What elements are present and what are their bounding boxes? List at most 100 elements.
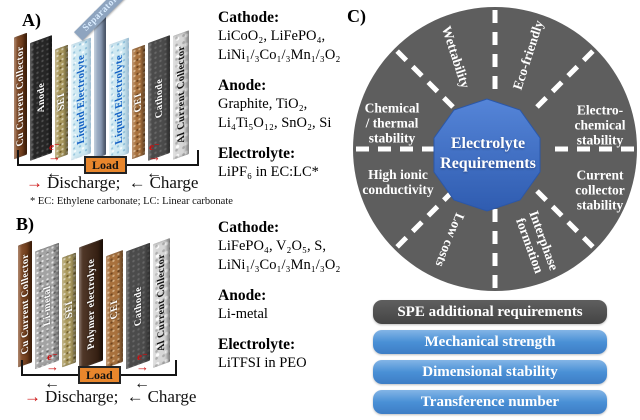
sector-high-ionic-conductivity: High ionic conductivity <box>362 167 433 197</box>
discharge-label: Discharge; <box>47 173 121 192</box>
layer-label: Liquid Electrolyte <box>113 52 125 146</box>
electron-icon: e⁻ <box>47 351 58 363</box>
sector-line: chemical <box>574 117 626 133</box>
charge-label: Charge <box>149 173 199 192</box>
wire-left-a <box>17 150 19 166</box>
battery-stack-a: Cu Current Collector Anode SEI Liquid El… <box>14 0 204 162</box>
panel-b-label: B) <box>16 214 34 234</box>
bar-dimensional-stability: Dimensional stability <box>373 360 607 384</box>
legend-b: → Discharge; ← Charge <box>24 387 200 407</box>
electron-flow-right-b: e⁻ → <box>136 351 149 374</box>
layer-label: Anode <box>35 81 47 115</box>
center-polygon <box>433 98 541 212</box>
wheel-divider-ne <box>535 48 596 109</box>
layer-label: Li-metal <box>41 284 53 328</box>
legend-a: → Discharge; ← Charge <box>26 173 202 193</box>
layer-polymer-electrolyte: Polymer electrolyte <box>79 238 103 370</box>
layer-cu-current-collector: Cu Current Collector <box>14 32 27 160</box>
center-line: Requirements <box>440 155 536 172</box>
layer-sei: SEI <box>62 252 76 368</box>
anode-heading: Anode: <box>218 77 267 94</box>
sector-line: stability <box>368 130 416 146</box>
cathode-heading: Cathode: <box>218 219 280 236</box>
panel-c-label: C) <box>347 6 366 26</box>
charge-arrow-icon: ← <box>126 387 144 406</box>
bar-mechanical-strength: Mechanical strength <box>373 330 607 354</box>
wheel-divider-se <box>535 189 596 250</box>
layer-liquid-electrolyte-left: Liquid Electrolyte <box>71 37 91 161</box>
electron-icon: e⁻ <box>137 351 148 363</box>
battery-stack-b: Cu Current Collector Li-metal SEI Polyme… <box>18 232 178 370</box>
discharge-label: Discharge; <box>45 387 119 406</box>
layer-label: Liquid Electrolyte <box>75 52 87 146</box>
charge-arrow-right-a: ← <box>146 165 162 182</box>
anode-line: Graphite, TiO₂, <box>218 96 308 112</box>
sector-current-collector-stability: Current collector stability <box>575 168 624 213</box>
sector-line: Chemical <box>364 100 420 116</box>
electron-arrow-icon: → <box>48 149 61 164</box>
layer-label: Cathode <box>153 76 165 120</box>
layer-label: CEI <box>109 297 120 321</box>
layer-label: Cathode <box>132 284 144 328</box>
charge-label: Charge <box>147 387 197 406</box>
sector-chemical-thermal-stability: Chemical / thermal stability <box>365 101 420 146</box>
electrolyte-line: LiTFSI in PEO <box>218 355 307 371</box>
layer-al-current-collector: Al Current Collector <box>173 30 189 160</box>
requirements-wheel: Wettability Eco-friendly Chemical / ther… <box>351 5 639 293</box>
sector-line: Electro- <box>576 102 624 118</box>
electrolyte-line: LiPF₆ in EC:LC* <box>218 164 319 180</box>
center-label: Electrolyte Requirements <box>440 134 536 174</box>
charge-arrow-left-a: ← <box>46 165 62 182</box>
load-box-b: Load <box>78 366 121 384</box>
center-line: Electrolyte <box>450 135 526 152</box>
bar-transference-number: Transference number <box>373 390 607 414</box>
electron-icon: e⁻ <box>49 141 60 153</box>
charge-arrow-icon: ← <box>128 173 146 192</box>
sector-electrochemical-stability: Electro- chemical stability <box>575 103 626 148</box>
sector-line: / thermal <box>365 115 419 131</box>
chemistry-info-b: Cathode: LiFePO₄, V₂O₅, S, LiNi₁/₃Co₁/₃M… <box>218 218 350 373</box>
discharge-arrow-icon: → <box>24 387 41 406</box>
wheel-divider-sw <box>394 189 455 250</box>
chemistry-info-a: Cathode: LiCoO₂, LiFePO₄, LiNi₁/₃Co₁/₃Mn… <box>218 8 350 182</box>
load-box-a: Load <box>84 156 127 174</box>
electrolyte-heading: Electrolyte: <box>218 336 296 353</box>
anode-line: Li-metal <box>218 306 268 322</box>
layer-liquid-electrolyte-right: Liquid Electrolyte <box>109 37 129 161</box>
cathode-heading: Cathode: <box>218 9 280 26</box>
layer-label: SEI <box>63 299 75 321</box>
layer-cu-current-collector: Cu Current Collector <box>18 240 32 368</box>
electron-flow-left-a: e⁻ → <box>48 141 61 164</box>
cathode-line: LiFePO₄, V₂O₅, S, <box>218 238 326 254</box>
layer-label: SEI <box>56 91 67 113</box>
layer-cei: CEI <box>106 249 123 369</box>
sector-line: conductivity <box>362 182 434 197</box>
layer-label: CEI <box>133 90 144 114</box>
layer-al-current-collector: Al Current Collector <box>153 237 170 369</box>
electron-arrow-icon: → <box>46 359 59 374</box>
layer-label: Polymer electrolyte <box>85 256 97 352</box>
sector-line: stability <box>576 197 624 213</box>
charge-arrow-left-b: ← <box>44 375 60 392</box>
electron-arrow-icon: → <box>136 359 149 374</box>
electron-flow-right-a: e⁻ → <box>148 141 161 164</box>
layer-separator <box>94 6 106 160</box>
wire-right-a <box>197 150 199 166</box>
sector-line: collector <box>575 182 625 198</box>
layer-label: Cu Current Collector <box>19 251 31 357</box>
footnote-a: * EC: Ethylene carbonate; LC: Linear car… <box>30 196 233 207</box>
layer-label: Al Current Collector <box>175 44 187 146</box>
sector-line: stability <box>576 132 624 148</box>
sector-line: Current <box>576 167 624 183</box>
electrolyte-heading: Electrolyte: <box>218 145 296 162</box>
discharge-arrow-icon: → <box>26 173 43 192</box>
wheel-graphic <box>353 7 637 291</box>
wheel-divider-nw <box>394 48 455 109</box>
cathode-line: LiNi₁/₃Co₁/₃Mn₁/₃O₂ <box>218 47 341 63</box>
panel-a-label: A) <box>22 10 41 30</box>
wire-right-b <box>175 360 177 376</box>
electron-icon: e⁻ <box>149 141 160 153</box>
wheel-dividers <box>355 9 635 289</box>
sector-line: High ionic <box>368 167 428 182</box>
